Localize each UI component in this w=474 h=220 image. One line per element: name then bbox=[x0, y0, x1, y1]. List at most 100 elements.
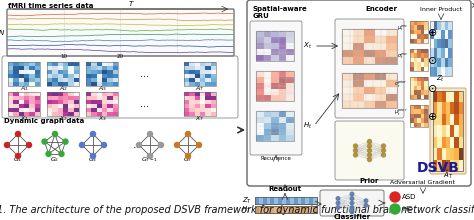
Text: Figure 1. The architecture of the proposed DSVB framework for dynamic functional: Figure 1. The architecture of the propos… bbox=[0, 205, 474, 215]
Text: $T$: $T$ bbox=[128, 0, 135, 8]
Text: $\odot$: $\odot$ bbox=[427, 55, 437, 66]
Bar bbox=[255, 197, 317, 204]
Circle shape bbox=[185, 154, 191, 159]
Circle shape bbox=[147, 132, 153, 137]
Bar bbox=[286, 197, 290, 204]
Text: $X_t$: $X_t$ bbox=[303, 41, 312, 51]
Bar bbox=[298, 197, 301, 204]
Circle shape bbox=[367, 139, 372, 143]
Circle shape bbox=[137, 143, 142, 148]
Circle shape bbox=[53, 132, 57, 137]
Bar bbox=[410, 77, 428, 99]
Text: Prior: Prior bbox=[360, 178, 379, 184]
Bar bbox=[8, 92, 40, 116]
Bar bbox=[294, 206, 298, 213]
Circle shape bbox=[42, 139, 47, 144]
Text: $A_3$: $A_3$ bbox=[98, 84, 107, 93]
Bar bbox=[256, 111, 294, 141]
Circle shape bbox=[59, 151, 64, 156]
Text: $H_t$: $H_t$ bbox=[303, 121, 312, 131]
Circle shape bbox=[16, 132, 20, 137]
Circle shape bbox=[354, 144, 357, 148]
Text: ...: ... bbox=[133, 140, 144, 150]
Circle shape bbox=[350, 201, 354, 205]
Bar bbox=[433, 91, 463, 171]
Bar bbox=[266, 197, 271, 204]
Bar bbox=[313, 197, 317, 204]
Bar bbox=[259, 206, 263, 213]
Circle shape bbox=[354, 148, 357, 152]
Text: $G_1$: $G_1$ bbox=[13, 155, 23, 164]
Bar bbox=[271, 206, 274, 213]
Circle shape bbox=[350, 206, 354, 209]
Bar bbox=[263, 206, 266, 213]
Circle shape bbox=[27, 143, 32, 148]
Text: $X_3$: $X_3$ bbox=[98, 114, 107, 123]
Circle shape bbox=[63, 139, 68, 144]
Bar bbox=[256, 71, 294, 101]
Text: $G_3$: $G_3$ bbox=[88, 155, 98, 164]
Text: ...: ... bbox=[140, 99, 149, 109]
Bar bbox=[342, 29, 397, 64]
Bar bbox=[255, 197, 317, 204]
Text: $Z_T$: $Z_T$ bbox=[242, 195, 252, 206]
Circle shape bbox=[354, 153, 357, 157]
Circle shape bbox=[91, 132, 96, 137]
Text: $A_T$: $A_T$ bbox=[195, 84, 205, 93]
Circle shape bbox=[185, 132, 191, 137]
Circle shape bbox=[101, 143, 107, 148]
Text: $G_T$: $G_T$ bbox=[183, 155, 193, 164]
Circle shape bbox=[390, 204, 400, 214]
Bar bbox=[305, 197, 309, 204]
Circle shape bbox=[174, 143, 180, 148]
Bar bbox=[410, 49, 428, 71]
Bar bbox=[47, 62, 79, 86]
Text: Classifier: Classifier bbox=[333, 214, 371, 220]
Circle shape bbox=[80, 143, 84, 148]
Circle shape bbox=[91, 154, 96, 159]
Text: Dynamic graph data: Dynamic graph data bbox=[4, 118, 84, 124]
Circle shape bbox=[367, 158, 372, 161]
Bar bbox=[430, 21, 452, 76]
Text: $N$: $N$ bbox=[0, 28, 5, 37]
Circle shape bbox=[367, 144, 372, 148]
Text: $\odot$: $\odot$ bbox=[427, 82, 437, 94]
Bar bbox=[410, 105, 428, 127]
Text: $\hat{A}_T$: $\hat{A}_T$ bbox=[443, 169, 453, 181]
Text: Inner Product: Inner Product bbox=[420, 7, 462, 12]
Bar bbox=[290, 197, 294, 204]
Bar bbox=[255, 206, 317, 213]
Circle shape bbox=[336, 201, 340, 205]
Bar bbox=[274, 206, 278, 213]
FancyBboxPatch shape bbox=[320, 190, 384, 216]
Bar bbox=[282, 206, 286, 213]
Text: $\times T$: $\times T$ bbox=[470, 0, 474, 10]
Circle shape bbox=[158, 143, 164, 148]
Bar bbox=[298, 206, 301, 213]
Bar bbox=[184, 62, 216, 86]
Text: $\sigma_t^{prior}$: $\sigma_t^{prior}$ bbox=[394, 79, 408, 90]
Bar bbox=[256, 31, 294, 61]
Circle shape bbox=[4, 143, 9, 148]
Circle shape bbox=[147, 154, 153, 159]
Bar bbox=[274, 197, 278, 204]
Circle shape bbox=[196, 143, 201, 148]
Text: fMRI time series data: fMRI time series data bbox=[8, 3, 93, 9]
Circle shape bbox=[382, 153, 385, 157]
FancyBboxPatch shape bbox=[7, 9, 234, 56]
Text: ASD: ASD bbox=[402, 194, 416, 200]
Bar bbox=[309, 197, 313, 204]
Bar bbox=[47, 92, 79, 116]
FancyBboxPatch shape bbox=[430, 88, 466, 174]
Bar bbox=[8, 62, 40, 86]
Bar bbox=[263, 197, 266, 204]
Bar bbox=[410, 21, 428, 43]
Bar bbox=[433, 91, 463, 171]
Circle shape bbox=[367, 148, 372, 152]
Circle shape bbox=[350, 197, 354, 200]
Bar bbox=[255, 206, 259, 213]
Bar bbox=[184, 92, 216, 116]
Text: $A_1$: $A_1$ bbox=[19, 84, 28, 93]
Text: $\sigma_t^{enc}$: $\sigma_t^{enc}$ bbox=[397, 51, 408, 61]
Text: $Z_t$: $Z_t$ bbox=[437, 74, 446, 84]
